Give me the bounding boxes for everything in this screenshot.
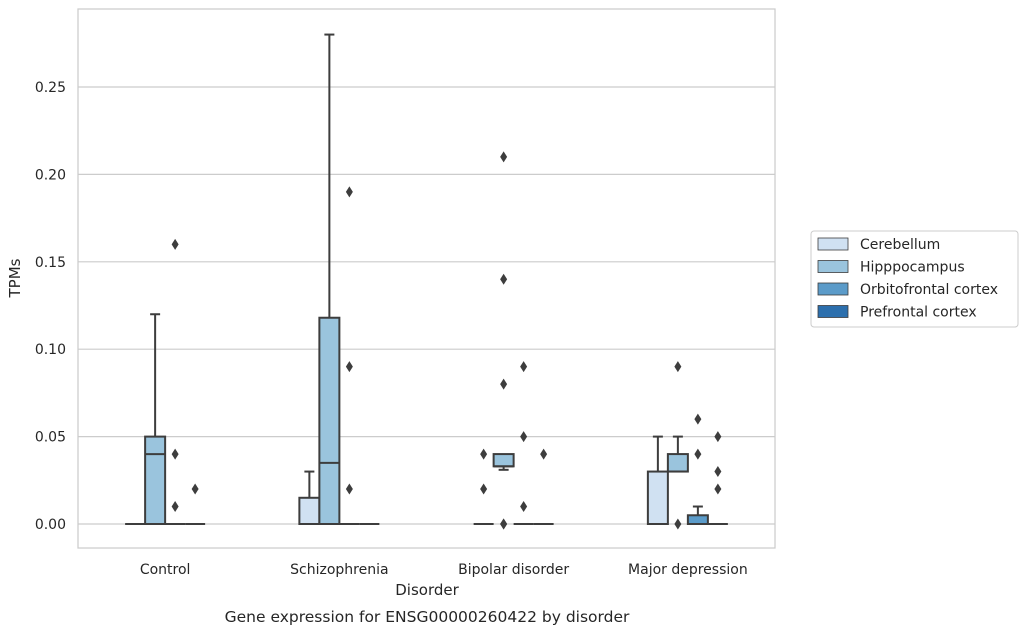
outlier-point bbox=[171, 238, 179, 250]
legend-label: Prefrontal cortex bbox=[860, 305, 977, 321]
legend-swatch bbox=[817, 260, 849, 273]
y-tick-label: 0.10 bbox=[35, 342, 66, 358]
outlier-point bbox=[540, 448, 548, 460]
legend-frame bbox=[810, 230, 1019, 328]
outlier-point bbox=[191, 483, 199, 495]
box-body bbox=[492, 453, 515, 468]
box-body bbox=[646, 470, 669, 525]
legend-swatch bbox=[817, 237, 849, 251]
chart-caption: Gene expression for ENSG00000260422 by d… bbox=[225, 608, 630, 626]
box-0-2 bbox=[473, 448, 494, 525]
outlier-point bbox=[500, 378, 508, 390]
x-tick-label: Bipolar disorder bbox=[458, 562, 569, 578]
box-3-3 bbox=[707, 431, 728, 525]
box-1-0 bbox=[144, 313, 167, 526]
box-3-2 bbox=[533, 448, 554, 525]
legend-swatch bbox=[817, 282, 849, 296]
x-tick-label: Schizophrenia bbox=[290, 562, 388, 578]
box-1-2 bbox=[492, 151, 515, 530]
box-0-3 bbox=[646, 435, 669, 525]
legend-label: Orbitofrontal cortex bbox=[860, 282, 998, 298]
y-axis-label: TPMs bbox=[6, 258, 24, 298]
outlier-point bbox=[520, 501, 528, 513]
outlier-point bbox=[171, 501, 179, 513]
outlier-point bbox=[714, 466, 722, 478]
box-body bbox=[666, 453, 689, 473]
outlier-point bbox=[500, 518, 508, 530]
legend-label: Cerebellum bbox=[860, 237, 940, 253]
y-tick-label: 0.20 bbox=[35, 167, 66, 183]
outlier-point bbox=[694, 448, 702, 460]
outlier-point bbox=[674, 361, 682, 373]
x-tick-label: Control bbox=[140, 562, 191, 578]
box-2-0 bbox=[165, 238, 186, 525]
legend-label: Hipppocampus bbox=[860, 260, 965, 276]
outlier-point bbox=[520, 431, 528, 443]
outlier-point bbox=[714, 431, 722, 443]
y-ticks: 0.00 0.05 0.10 0.15 0.20 0.25 bbox=[35, 80, 66, 533]
outlier-point bbox=[480, 483, 488, 495]
outlier-point bbox=[480, 448, 488, 460]
y-tick-label: 0.05 bbox=[35, 430, 66, 446]
box-3-0 bbox=[185, 483, 206, 525]
y-tick-label: 0.25 bbox=[35, 80, 66, 96]
outlier-point bbox=[520, 361, 528, 373]
boxes bbox=[125, 33, 728, 530]
box-0-1 bbox=[298, 470, 321, 525]
box-body bbox=[298, 496, 321, 525]
legend: Cerebellum Hipppocampus Orbitofrontal cort… bbox=[810, 230, 1019, 328]
outlier-point bbox=[714, 483, 722, 495]
outlier-point bbox=[345, 361, 353, 373]
box-2-2 bbox=[513, 361, 534, 525]
y-tick-label: 0.15 bbox=[35, 255, 66, 271]
outlier-point bbox=[694, 413, 702, 425]
outlier-point bbox=[345, 186, 353, 198]
x-tick-label: Major depression bbox=[628, 562, 748, 578]
plot-frame bbox=[77, 8, 776, 549]
outlier-point bbox=[345, 483, 353, 495]
box-body bbox=[144, 435, 167, 526]
box-body bbox=[686, 514, 709, 526]
x-axis-label: Disorder bbox=[395, 581, 459, 599]
box-1-1 bbox=[318, 33, 341, 525]
box-2-3 bbox=[686, 413, 709, 526]
outlier-point bbox=[171, 448, 179, 460]
x-ticks: Control Schizophrenia Bipolar disorder Majo… bbox=[140, 562, 748, 578]
outlier-point bbox=[674, 518, 682, 530]
box-body bbox=[318, 316, 341, 525]
outlier-point bbox=[500, 151, 508, 163]
outlier-point bbox=[500, 273, 508, 285]
y-tick-label: 0.00 bbox=[35, 517, 66, 533]
box-1-3 bbox=[666, 361, 689, 530]
legend-swatch bbox=[817, 305, 849, 318]
box-2-1 bbox=[339, 186, 360, 525]
